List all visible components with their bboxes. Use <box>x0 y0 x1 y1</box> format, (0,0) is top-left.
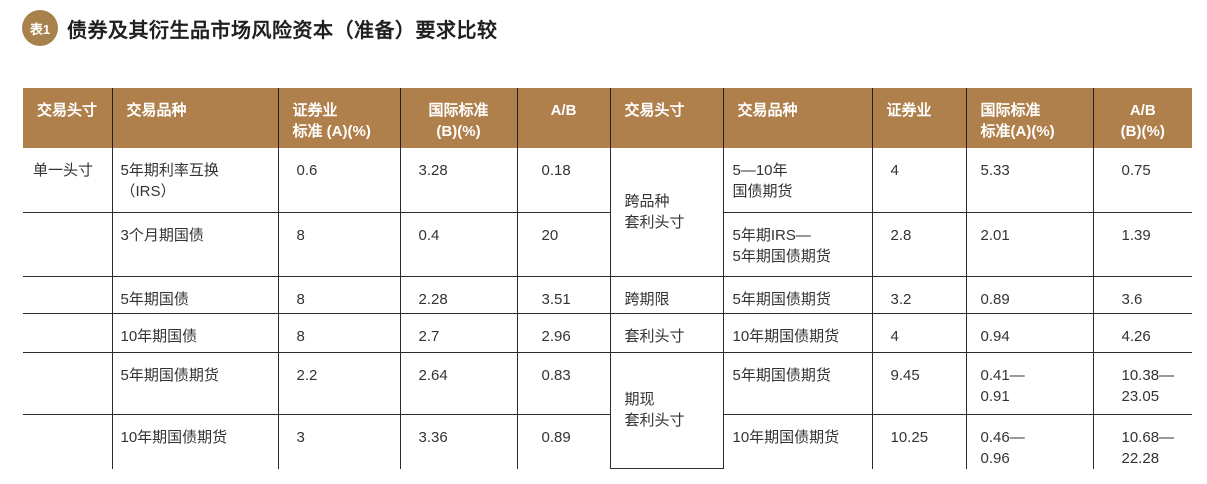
table-cell: 4.26 <box>1092 312 1192 353</box>
table-cell: 2.8 <box>871 211 967 277</box>
column-header: A/B (B)(%) <box>1092 88 1192 148</box>
table-cell: 10年期国债期货 <box>722 413 873 469</box>
table-cell: 5年期IRS— 5年期国债期货 <box>722 211 873 277</box>
table-cell: 4 <box>871 312 967 353</box>
table-cell: 10.38— 23.05 <box>1092 351 1192 415</box>
table-cell: 5年期国债 <box>111 275 279 314</box>
table-cell <box>23 413 113 469</box>
column-header: 交易品种 <box>111 88 279 148</box>
table-cell: 2.64 <box>399 351 518 415</box>
table-cell: 2.96 <box>516 312 611 353</box>
table-cell: 0.83 <box>516 351 611 415</box>
table-cell: 5—10年 国债期货 <box>722 148 873 213</box>
table-cell: 8 <box>277 211 401 277</box>
column-header: 交易品种 <box>722 88 873 148</box>
column-header: 证券业 标准 (A)(%) <box>277 88 401 148</box>
table-number-badge: 表1 <box>22 10 58 46</box>
table-cell: 套利头寸 <box>609 312 724 353</box>
table-cell: 跨品种 套利头寸 <box>609 148 724 277</box>
table-cell: 0.89 <box>516 413 611 469</box>
table-cell: 单一头寸 <box>23 148 113 213</box>
table-cell: 0.4 <box>399 211 518 277</box>
figure-title-bar: 表1 债券及其衍生品市场风险资本（准备）要求比较 <box>22 10 498 46</box>
table-cell: 9.45 <box>871 351 967 415</box>
page-title: 债券及其衍生品市场风险资本（准备）要求比较 <box>67 19 498 42</box>
table-cell: 2.7 <box>399 312 518 353</box>
column-header: 国际标准 标准(A)(%) <box>965 88 1094 148</box>
column-header: A/B <box>516 88 611 148</box>
column-header: 证券业 <box>871 88 967 148</box>
table-cell: 期现 套利头寸 <box>609 351 724 469</box>
table-cell: 10.68— 22.28 <box>1092 413 1192 469</box>
table-cell <box>23 312 113 353</box>
comparison-table: 交易头寸 交易品种 证券业 标准 (A)(%) 国际标准 (B)(%) A/B … <box>23 88 1192 469</box>
table-cell: 5.33 <box>965 148 1094 213</box>
table-cell: 5年期利率互换 （IRS） <box>111 148 279 213</box>
table-cell: 0.41— 0.91 <box>965 351 1094 415</box>
table-cell <box>23 211 113 277</box>
table-cell: 8 <box>277 275 401 314</box>
table-cell: 10年期国债期货 <box>111 413 279 469</box>
table-cell: 0.6 <box>277 148 401 213</box>
column-header: 国际标准 (B)(%) <box>399 88 518 148</box>
table-cell: 5年期国债期货 <box>722 275 873 314</box>
table-cell: 0.94 <box>965 312 1094 353</box>
table-cell: 5年期国债期货 <box>722 351 873 415</box>
table-cell: 0.89 <box>965 275 1094 314</box>
table-cell: 5年期国债期货 <box>111 351 279 415</box>
table-cell: 3.36 <box>399 413 518 469</box>
table-cell: 3.51 <box>516 275 611 314</box>
table-cell: 10年期国债期货 <box>722 312 873 353</box>
table-cell: 0.46— 0.96 <box>965 413 1094 469</box>
table-cell: 2.01 <box>965 211 1094 277</box>
table-cell: 3 <box>277 413 401 469</box>
table-cell: 10年期国债 <box>111 312 279 353</box>
table-cell: 10.25 <box>871 413 967 469</box>
table-cell: 3个月期国债 <box>111 211 279 277</box>
table-cell: 3.6 <box>1092 275 1192 314</box>
table-cell: 0.75 <box>1092 148 1192 213</box>
column-header: 交易头寸 <box>23 88 113 148</box>
table-cell <box>23 275 113 314</box>
table-cell: 1.39 <box>1092 211 1192 277</box>
table-cell: 20 <box>516 211 611 277</box>
table-cell: 2.28 <box>399 275 518 314</box>
table-cell: 8 <box>277 312 401 353</box>
table-cell: 3.2 <box>871 275 967 314</box>
table-cell <box>23 351 113 415</box>
table-cell: 4 <box>871 148 967 213</box>
table-cell: 3.28 <box>399 148 518 213</box>
table-cell: 2.2 <box>277 351 401 415</box>
column-header: 交易头寸 <box>609 88 724 148</box>
table-cell: 跨期限 <box>609 275 724 314</box>
table-cell: 0.18 <box>516 148 611 213</box>
